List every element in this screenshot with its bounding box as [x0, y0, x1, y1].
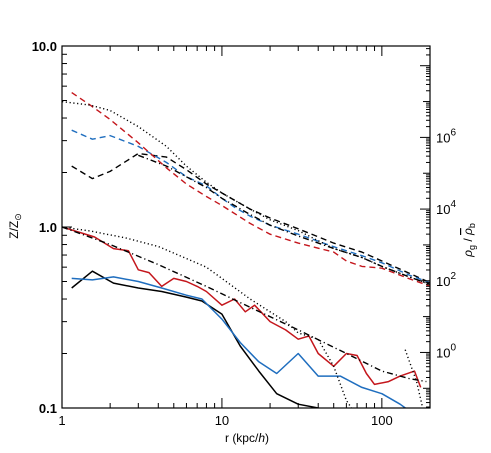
y-right-tick-label: 100	[436, 342, 456, 360]
y-axis-right-label: ρg / ρb	[461, 223, 477, 258]
y-left-tick-label: 10.0	[32, 39, 57, 54]
metallicity-series-black-dashdot-5	[62, 226, 427, 383]
axis-ticks	[61, 45, 431, 409]
y-left-tick-label: 0.1	[39, 401, 57, 416]
density-series-black-dotted-3	[62, 100, 430, 285]
density-series-black-dashed-0	[71, 152, 430, 284]
y-right-tick-label: 104	[436, 199, 456, 217]
density-series-red-dashed-2	[71, 92, 430, 287]
x-tick-label: 10	[215, 413, 229, 428]
x-axis-label: r (kpc/h)	[225, 431, 269, 445]
y-right-tick-label: 102	[436, 271, 456, 289]
plot-lines	[62, 92, 430, 408]
metallicity-series-red-solid-2	[62, 226, 422, 388]
metallicity-series-blue-solid-1	[71, 276, 407, 408]
density-series-black-dashdot-4	[138, 154, 430, 285]
density-series-blue-dashed-1	[71, 129, 430, 284]
x-tick-label: 1	[58, 413, 65, 428]
y-right-tick-label: 106	[436, 127, 456, 145]
tick-labels: 1 10 100 0.1 1.0 10.0 100 102 104 106	[32, 39, 457, 428]
y-axis-left-label: Z/Z⊙	[7, 213, 23, 239]
metallicity-series-black-solid-0	[71, 270, 322, 408]
metallicity-series-black-dotted-3	[62, 226, 353, 408]
y-left-tick-label: 1.0	[39, 220, 57, 235]
x-tick-label: 100	[371, 413, 393, 428]
